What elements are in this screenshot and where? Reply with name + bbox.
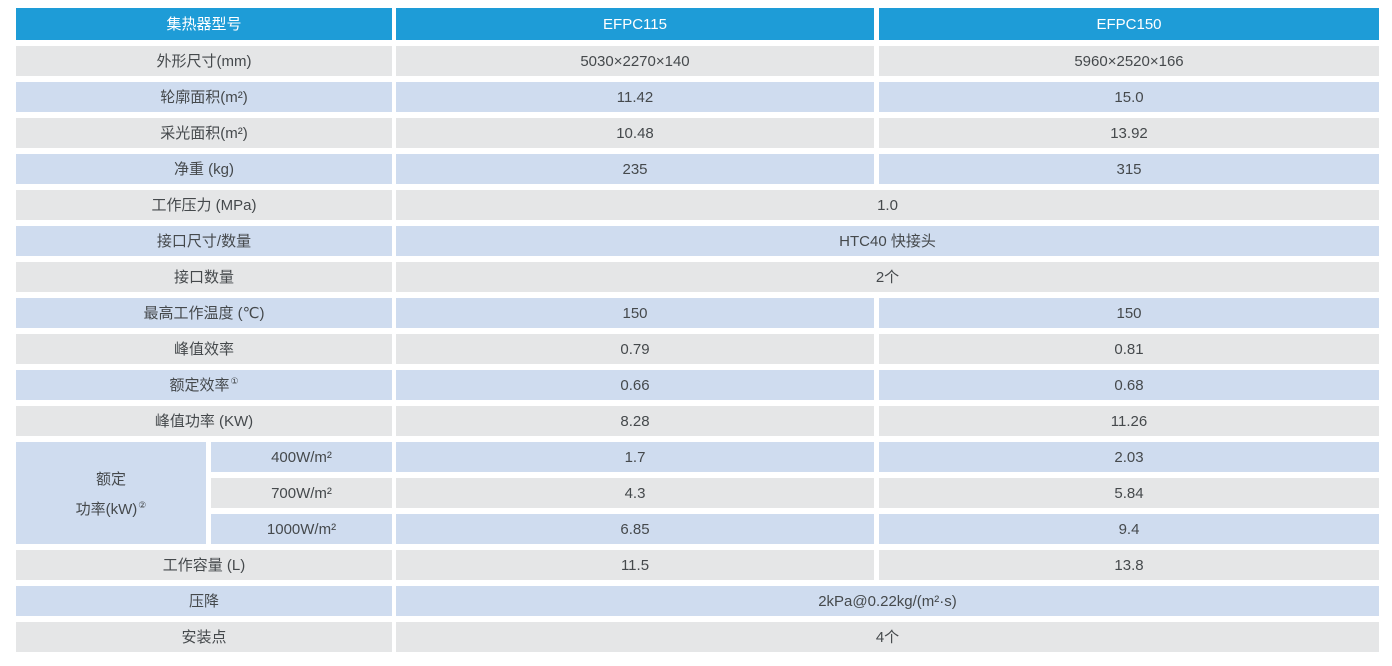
rated-power-merged-label: 额定 功率(kW)② xyxy=(16,442,206,544)
value-cell: 13.92 xyxy=(879,118,1379,148)
table-row: 净重 (kg) 235 315 xyxy=(16,154,1379,184)
value-cell: 1.7 xyxy=(396,442,874,472)
table-row: 接口数量 2个 xyxy=(16,262,1379,292)
value-cell-span: HTC40 快接头 xyxy=(396,226,1379,256)
value-cell: 0.68 xyxy=(879,370,1379,400)
rated-power-section: 额定 功率(kW)② 400W/m² 1.7 2.03 700W/m² 4.3 … xyxy=(16,442,1379,544)
table-row: 峰值功率 (KW) 8.28 11.26 xyxy=(16,406,1379,436)
row-label-text: 额定效率 xyxy=(169,376,230,394)
header-model-efpc150: EFPC150 xyxy=(879,8,1379,40)
footnote-mark-2: ② xyxy=(138,499,147,510)
irradiance-sub-label: 400W/m² xyxy=(211,442,392,472)
value-cell: 5030×2270×140 xyxy=(396,46,874,76)
value-cell: 9.4 xyxy=(879,514,1379,544)
value-cell: 11.42 xyxy=(396,82,874,112)
row-label: 压降 xyxy=(16,586,392,616)
value-cell: 0.81 xyxy=(879,334,1379,364)
table-row: 轮廓面积(m²) 11.42 15.0 xyxy=(16,82,1379,112)
row-label: 工作容量 (L) xyxy=(16,550,392,580)
row-label: 工作压力 (MPa) xyxy=(16,190,392,220)
table-row: 采光面积(m²) 10.48 13.92 xyxy=(16,118,1379,148)
value-cell: 13.8 xyxy=(879,550,1379,580)
table-row: 额定效率 ① 0.66 0.68 xyxy=(16,370,1379,400)
row-label: 接口数量 xyxy=(16,262,392,292)
irradiance-sub-label: 700W/m² xyxy=(211,478,392,508)
value-cell: 15.0 xyxy=(879,82,1379,112)
value-cell-span: 2个 xyxy=(396,262,1379,292)
value-cell: 150 xyxy=(879,298,1379,328)
table-row: 工作压力 (MPa) 1.0 xyxy=(16,190,1379,220)
value-cell: 6.85 xyxy=(396,514,874,544)
value-cell-span: 2kPa@0.22kg/(m²·s) xyxy=(396,586,1379,616)
row-label: 安装点 xyxy=(16,622,392,652)
table-row: 最高工作温度 (℃) 150 150 xyxy=(16,298,1379,328)
collector-spec-table: 集热器型号 EFPC115 EFPC150 外形尺寸(mm) 5030×2270… xyxy=(16,8,1379,658)
row-label: 峰值效率 xyxy=(16,334,392,364)
value-cell: 315 xyxy=(879,154,1379,184)
value-text: 4个 xyxy=(875,628,900,646)
row-label: 峰值功率 (KW) xyxy=(16,406,392,436)
value-cell: 11.26 xyxy=(879,406,1379,436)
table-row: 安装点 4个 xyxy=(16,622,1379,652)
footnote-mark-1: ① xyxy=(230,375,239,386)
header-label: 集热器型号 xyxy=(16,8,392,40)
table-row: 接口尺寸/数量 HTC40 快接头 xyxy=(16,226,1379,256)
table-header-row: 集热器型号 EFPC115 EFPC150 xyxy=(16,8,1379,40)
rated-power-label-line1: 额定 xyxy=(95,470,126,488)
value-cell: 150 xyxy=(396,298,874,328)
irradiance-sub-label: 1000W/m² xyxy=(211,514,392,544)
value-cell: 0.66 xyxy=(396,370,874,400)
value-cell-span: 1.0 xyxy=(396,190,1379,220)
rated-power-label-line2: 功率(kW)② xyxy=(75,499,147,518)
value-cell: 10.48 xyxy=(396,118,874,148)
header-model-efpc115: EFPC115 xyxy=(396,8,874,40)
row-label: 外形尺寸(mm) xyxy=(16,46,392,76)
value-cell: 235 xyxy=(396,154,874,184)
row-label: 最高工作温度 (℃) xyxy=(16,298,392,328)
value-cell: 5.84 xyxy=(879,478,1379,508)
value-cell: 5960×2520×166 xyxy=(879,46,1379,76)
row-label: 净重 (kg) xyxy=(16,154,392,184)
value-cell: 8.28 xyxy=(396,406,874,436)
row-label: 额定效率 ① xyxy=(16,370,392,400)
table-row: 外形尺寸(mm) 5030×2270×140 5960×2520×166 xyxy=(16,46,1379,76)
value-cell: 4.3 xyxy=(396,478,874,508)
value-cell: 2.03 xyxy=(879,442,1379,472)
row-label: 采光面积(m²) xyxy=(16,118,392,148)
table-row: 压降 2kPa@0.22kg/(m²·s) xyxy=(16,586,1379,616)
value-cell: 0.79 xyxy=(396,334,874,364)
value-text: 2kPa@0.22kg/(m²·s) xyxy=(818,592,957,610)
table-row: 峰值效率 0.79 0.81 xyxy=(16,334,1379,364)
value-cell-span: 4个 xyxy=(396,622,1379,652)
table-row: 工作容量 (L) 11.5 13.8 xyxy=(16,550,1379,580)
row-label: 接口尺寸/数量 xyxy=(16,226,392,256)
row-label: 轮廓面积(m²) xyxy=(16,82,392,112)
value-cell: 11.5 xyxy=(396,550,874,580)
